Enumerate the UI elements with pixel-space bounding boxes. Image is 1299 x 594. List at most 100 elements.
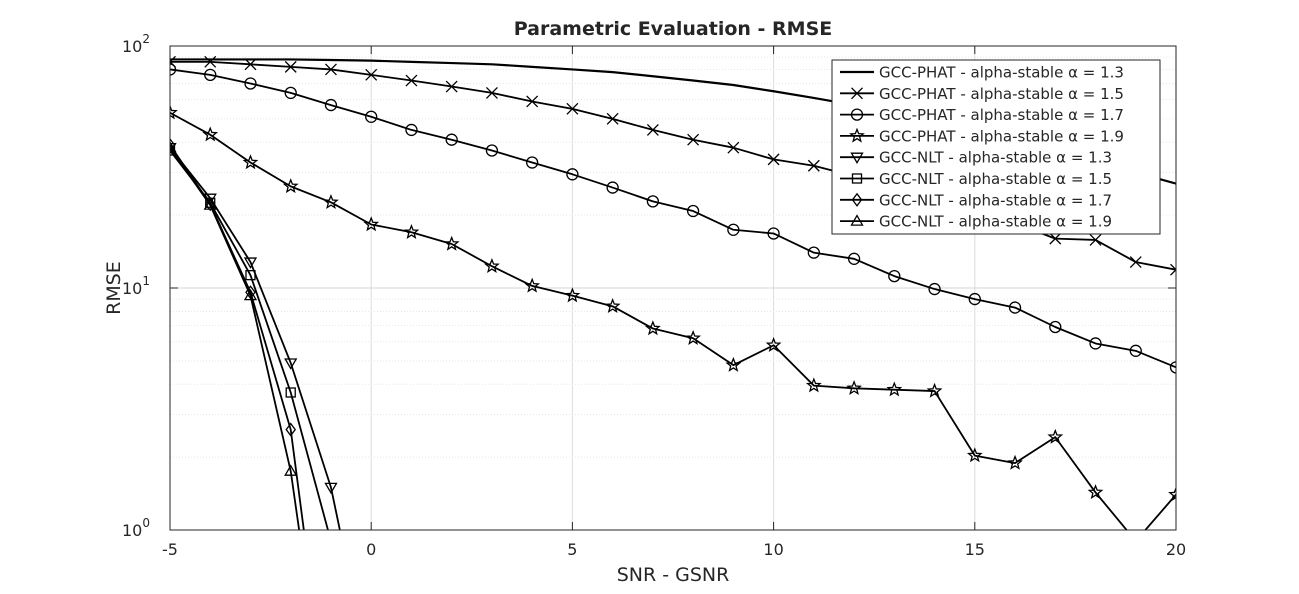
data-point-marker [606,112,619,125]
data-point-marker [966,447,983,463]
legend: GCC-PHAT - alpha-stable α = 1.3 GCC-PHAT … [831,59,1161,235]
legend-label: GCC-PHAT - alpha-stable α = 1.5 [879,85,1124,103]
data-point-marker [851,173,863,184]
data-point-marker [727,223,740,236]
legend-label: GCC-PHAT - alpha-stable α = 1.7 [879,106,1124,124]
legend-label: GCC-PHAT - alpha-stable α = 1.9 [879,127,1124,145]
data-point-marker [847,252,861,265]
data-point-marker [282,178,299,194]
data-point-marker [807,246,820,259]
data-point-marker [851,87,863,100]
data-point-marker [646,195,660,208]
data-point-marker [245,270,256,281]
data-point-marker [170,63,177,76]
x-axis-label: SNR - GSNR [617,564,730,586]
legend-label: GCC-PHAT - alpha-stable α = 1.3 [879,64,1124,82]
legend-item: GCC-NLT - alpha-stable α = 1.7 [840,191,1112,209]
legend-label: GCC-NLT - alpha-stable α = 1.3 [879,149,1112,167]
data-point-marker [526,156,539,169]
data-point-marker [1049,232,1062,245]
data-point-marker [1087,484,1104,500]
data-point-marker [242,154,259,170]
data-point-marker [284,86,297,100]
data-point-marker [765,336,782,352]
legend-item: GCC-NLT - alpha-stable α = 1.5 [840,170,1112,188]
data-point-marker [485,144,499,157]
data-point-marker [846,380,862,396]
y-tick-label: 100 [122,516,150,540]
legend-box [831,59,1161,235]
series-4 [170,104,1176,530]
data-point-marker [928,282,941,296]
data-point-marker [244,77,257,90]
data-point-marker [324,482,338,495]
data-point-marker [405,123,418,137]
y-axis-label: RMSE [103,261,125,315]
data-point-marker [365,68,378,81]
data-point-marker [284,358,298,370]
data-point-marker [686,204,700,218]
data-point-marker [443,235,460,251]
data-point-marker [1089,337,1102,350]
data-point-marker [170,104,178,120]
data-point-marker [886,381,903,397]
data-point-marker [851,192,863,207]
data-point-marker [365,110,378,123]
data-point-marker [685,329,702,345]
data-point-marker [204,68,217,81]
legend-label: GCC-NLT - alpha-stable α = 1.5 [879,170,1112,188]
data-point-marker [566,168,579,181]
data-point-marker [244,58,257,71]
data-point-marker [202,126,219,142]
data-point-marker [1129,344,1142,357]
data-point-marker [805,377,822,393]
data-point-marker [325,63,337,76]
data-point-marker [405,74,418,87]
x-tick-label: 15 [965,540,985,559]
chart-title: Parametric Evaluation - RMSE [514,18,833,40]
x-tick-label: 20 [1166,540,1186,559]
data-point-marker [926,382,943,398]
legend-item: GCC-NLT - alpha-stable α = 1.9 [840,213,1112,231]
data-point-marker [767,153,780,166]
series-line [170,147,301,530]
x-tick-label: 5 [567,540,577,559]
axis-ticks: -5 0 5 10 15 20 100 101 102 [122,32,1186,559]
data-point-marker [1089,233,1102,246]
data-point-marker [484,257,500,273]
data-point-marker [1129,256,1142,269]
data-point-marker [725,356,742,372]
data-point-marker [1007,454,1023,470]
data-point-marker [606,181,619,194]
data-point-marker [403,223,420,239]
data-point-marker [807,159,820,172]
data-point-marker [888,269,901,283]
data-point-marker [445,80,458,93]
legend-item: GCC-NLT - alpha-stable α = 1.3 [840,149,1112,167]
series-line [170,111,1176,530]
legend-item: GCC-PHAT - alpha-stable α = 1.3 [840,64,1124,82]
data-point-marker [204,55,217,68]
data-point-marker [1049,320,1062,334]
data-point-marker [687,133,700,146]
x-tick-label: -5 [162,540,178,559]
x-tick-label: 0 [366,540,376,559]
series-8 [170,140,301,530]
legend-label: GCC-NLT - alpha-stable α = 1.7 [879,191,1112,209]
y-tick-label: 102 [122,32,150,56]
data-point-marker [284,464,298,476]
data-point-marker [850,108,864,121]
data-point-marker [285,387,296,398]
data-point-marker [644,320,661,336]
series-line [170,68,1176,369]
data-point-marker [566,102,579,115]
series-line [170,147,341,530]
data-point-marker [727,141,740,154]
data-point-marker [243,288,258,301]
data-point-marker [324,98,338,112]
y-tick-label: 101 [122,274,150,298]
data-point-marker [850,152,864,164]
data-point-marker [1008,301,1022,314]
data-point-marker [849,127,865,143]
